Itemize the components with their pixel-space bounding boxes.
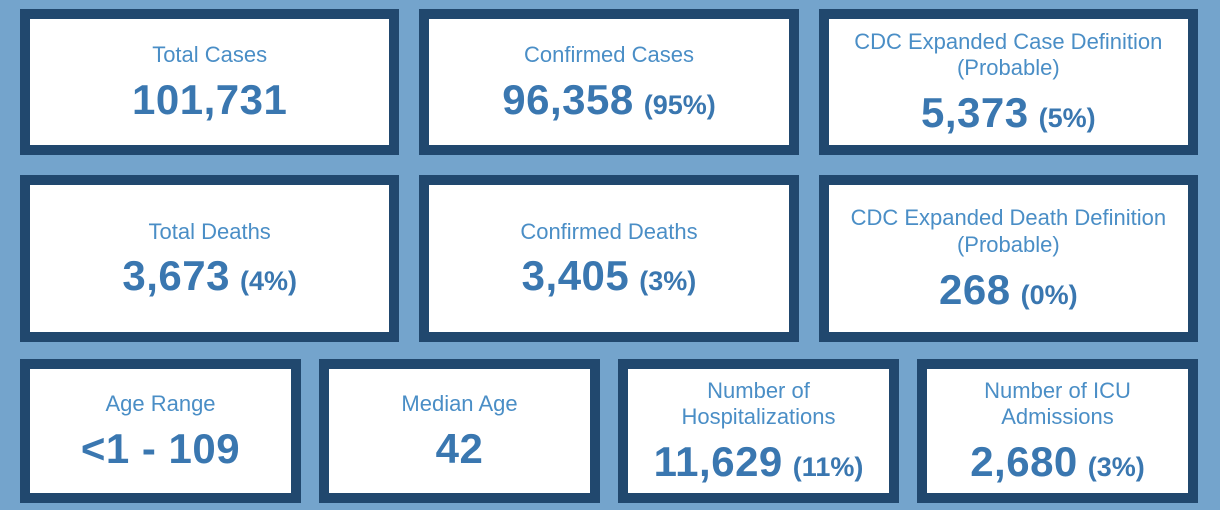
stat-card-confirmed-cases: Confirmed Cases 96,358 (95%) (419, 9, 799, 155)
stat-percent: (5%) (1038, 103, 1096, 134)
stat-label: Total Deaths (148, 218, 271, 244)
stat-label: Number of ICU Admissions (984, 377, 1131, 430)
stat-row-deaths: Total Deaths 3,673 (4%) Confirmed Deaths … (20, 175, 1198, 342)
stat-card-hospitalizations: Number of Hospitalizations 11,629 (11%) (618, 359, 899, 503)
stat-card-cdc-expanded-case-definition: CDC Expanded Case Definition (Probable) … (818, 9, 1198, 155)
stat-row-demographics: Age Range <1 - 109 Median Age 42 Number … (20, 359, 1198, 503)
stat-card-total-cases: Total Cases 101,731 (20, 9, 400, 155)
stat-card-total-deaths: Total Deaths 3,673 (4%) (20, 175, 400, 342)
stat-label: CDC Expanded Case Definition (Probable) (854, 28, 1163, 81)
stat-card-confirmed-deaths: Confirmed Deaths 3,405 (3%) (419, 175, 799, 342)
stat-percent: (3%) (1087, 452, 1145, 483)
stat-value: 268 (939, 265, 1011, 313)
stat-value: 101,731 (132, 75, 288, 123)
stat-value-line: 101,731 (132, 75, 288, 123)
stat-label: Median Age (401, 391, 518, 417)
stat-label: CDC Expanded Death Definition (Probable) (850, 205, 1167, 257)
stat-card-cdc-expanded-death-definition: CDC Expanded Death Definition (Probable)… (818, 175, 1198, 342)
stat-value: 3,673 (122, 252, 230, 300)
stat-percent: (3%) (639, 266, 697, 297)
stat-percent: (11%) (792, 452, 864, 483)
stat-value: <1 - 109 (80, 424, 241, 472)
stat-value: 5,373 (921, 89, 1029, 137)
stat-card-age-range: Age Range <1 - 109 (20, 359, 301, 503)
stat-card-median-age: Median Age 42 (319, 359, 600, 503)
stat-label: Age Range (105, 391, 216, 417)
stat-value: 2,680 (970, 438, 1078, 486)
stat-value-line: 11,629 (11%) (654, 440, 864, 484)
stat-value-line: 3,405 (3%) (522, 254, 697, 298)
stat-card-icu-admissions: Number of ICU Admissions 2,680 (3%) (917, 359, 1198, 503)
stat-value: 3,405 (521, 252, 630, 300)
stat-percent: (4%) (239, 266, 297, 297)
stat-value-line: 3,673 (4%) (122, 254, 297, 298)
stat-value-line: 5,373 (5%) (921, 91, 1096, 135)
stat-percent: (0%) (1020, 279, 1078, 310)
stat-value-line: 96,358 (95%) (502, 75, 716, 123)
stat-percent: (95%) (643, 89, 716, 120)
stat-row-cases: Total Cases 101,731 Confirmed Cases 96,3… (20, 9, 1198, 155)
stat-label: Total Cases (152, 42, 268, 68)
stat-value: 96,358 (502, 75, 634, 123)
stat-value: 42 (435, 424, 484, 472)
stat-label: Confirmed Deaths (520, 218, 698, 244)
stat-value: 11,629 (653, 438, 783, 486)
stat-value-line: 2,680 (3%) (970, 440, 1145, 484)
stat-label: Confirmed Cases (524, 42, 694, 68)
stat-value-line: 268 (0%) (939, 265, 1078, 313)
stat-label: Number of Hospitalizations (681, 377, 836, 430)
stat-value-line: 42 (435, 424, 484, 472)
stat-value-line: <1 - 109 (80, 424, 241, 472)
